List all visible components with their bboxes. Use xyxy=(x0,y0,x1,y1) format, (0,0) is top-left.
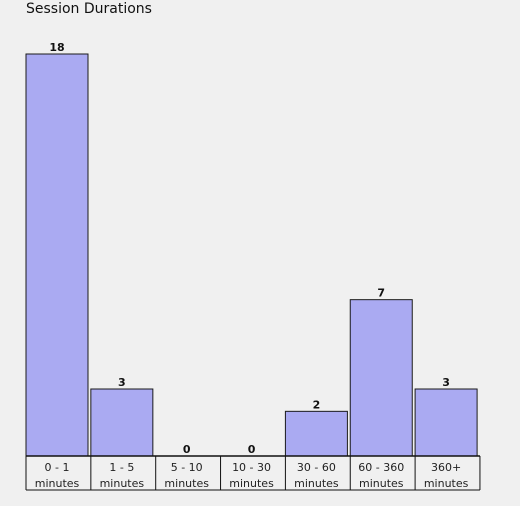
category-label-3: 10 - 30 xyxy=(232,461,271,474)
category-unit-label-4: minutes xyxy=(294,477,339,490)
category-label-6: 360+ xyxy=(431,461,461,474)
category-unit-label-2: minutes xyxy=(164,477,209,490)
bar-value-label-3: 0 xyxy=(248,443,256,456)
category-label-0: 0 - 1 xyxy=(45,461,70,474)
category-unit-label-3: minutes xyxy=(229,477,274,490)
category-unit-label-5: minutes xyxy=(359,477,404,490)
category-unit-label-6: minutes xyxy=(424,477,469,490)
bar-5 xyxy=(349,299,413,457)
bar-1 xyxy=(90,388,154,457)
bar-4 xyxy=(284,410,348,457)
category-unit-label-1: minutes xyxy=(100,477,145,490)
chart-title: Session Durations xyxy=(26,1,152,17)
category-label-5: 60 - 360 xyxy=(358,461,404,474)
bar-value-label-5: 7 xyxy=(377,287,385,300)
bar-value-label-4: 2 xyxy=(313,398,321,411)
bar-value-label-0: 18 xyxy=(49,41,64,54)
bar-6 xyxy=(414,388,478,457)
bar-value-label-6: 3 xyxy=(442,376,450,389)
category-unit-label-0: minutes xyxy=(35,477,80,490)
bar-value-label-1: 3 xyxy=(118,376,126,389)
bar-value-label-2: 0 xyxy=(183,443,191,456)
category-label-4: 30 - 60 xyxy=(297,461,336,474)
bar-0 xyxy=(25,53,89,457)
category-label-1: 1 - 5 xyxy=(109,461,134,474)
category-label-2: 5 - 10 xyxy=(171,461,203,474)
